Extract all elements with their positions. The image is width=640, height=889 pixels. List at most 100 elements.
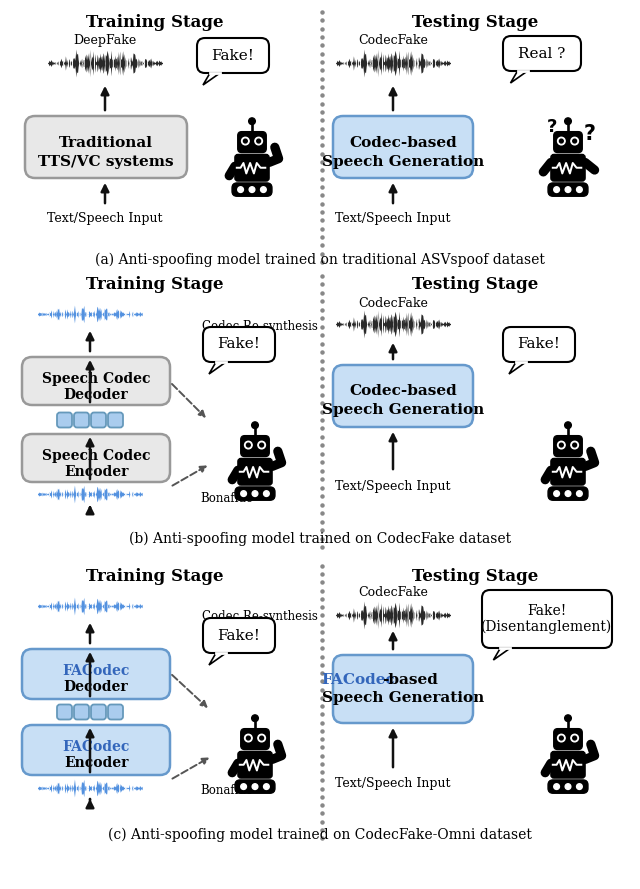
Text: Speech Codec: Speech Codec <box>42 449 150 463</box>
Circle shape <box>255 137 262 145</box>
Circle shape <box>241 784 246 789</box>
FancyBboxPatch shape <box>551 751 585 778</box>
Text: Fake!: Fake! <box>218 338 260 351</box>
FancyBboxPatch shape <box>238 751 272 778</box>
Text: Speech Codec: Speech Codec <box>42 372 150 386</box>
Text: ?: ? <box>583 124 595 143</box>
FancyBboxPatch shape <box>22 725 170 775</box>
FancyBboxPatch shape <box>241 729 269 749</box>
Text: Text/Speech Input: Text/Speech Input <box>335 212 451 225</box>
Circle shape <box>246 736 250 740</box>
Circle shape <box>258 441 266 449</box>
FancyBboxPatch shape <box>235 780 275 793</box>
Circle shape <box>577 784 582 789</box>
FancyBboxPatch shape <box>554 132 582 153</box>
Text: CodecFake: CodecFake <box>358 586 428 599</box>
FancyBboxPatch shape <box>548 487 588 501</box>
FancyBboxPatch shape <box>74 704 89 719</box>
Circle shape <box>260 736 264 740</box>
Circle shape <box>237 187 243 192</box>
FancyBboxPatch shape <box>197 38 269 73</box>
Circle shape <box>557 734 565 741</box>
Circle shape <box>252 784 258 789</box>
Circle shape <box>564 715 572 722</box>
Text: Codec Re-synthesis: Codec Re-synthesis <box>202 320 318 333</box>
FancyBboxPatch shape <box>241 436 269 457</box>
Circle shape <box>241 137 249 145</box>
FancyBboxPatch shape <box>482 590 612 648</box>
Circle shape <box>246 443 250 447</box>
Text: Speech Generation: Speech Generation <box>322 155 484 169</box>
FancyBboxPatch shape <box>25 116 187 178</box>
Polygon shape <box>493 648 511 660</box>
Polygon shape <box>203 73 220 85</box>
FancyBboxPatch shape <box>333 655 473 723</box>
Circle shape <box>260 443 264 447</box>
Circle shape <box>244 441 252 449</box>
Text: Fake!: Fake! <box>218 629 260 643</box>
Polygon shape <box>509 362 526 374</box>
Text: Speech Generation: Speech Generation <box>322 403 484 417</box>
Polygon shape <box>511 71 527 83</box>
Circle shape <box>564 422 572 428</box>
Circle shape <box>573 443 577 447</box>
Circle shape <box>264 491 269 496</box>
Text: Bonafide: Bonafide <box>200 784 253 797</box>
Text: Text/Speech Input: Text/Speech Input <box>47 212 163 225</box>
Text: Fake!: Fake! <box>211 49 255 62</box>
Polygon shape <box>209 362 226 374</box>
Text: CodecFake: CodecFake <box>358 297 428 310</box>
Circle shape <box>557 137 565 145</box>
FancyBboxPatch shape <box>108 412 123 428</box>
FancyBboxPatch shape <box>235 487 275 501</box>
Text: Encoder: Encoder <box>64 465 128 479</box>
Text: TTS/VC systems: TTS/VC systems <box>38 155 174 169</box>
Text: Testing Stage: Testing Stage <box>412 568 538 585</box>
Circle shape <box>571 137 579 145</box>
Text: Codec-based: Codec-based <box>349 384 457 398</box>
Text: Traditional: Traditional <box>59 136 153 150</box>
Text: Bonafide: Bonafide <box>200 492 253 505</box>
Text: Decoder: Decoder <box>64 388 128 402</box>
Circle shape <box>257 140 260 143</box>
FancyBboxPatch shape <box>22 434 170 482</box>
Circle shape <box>559 443 563 447</box>
Circle shape <box>252 422 259 428</box>
Circle shape <box>559 140 563 143</box>
FancyBboxPatch shape <box>22 357 170 405</box>
Circle shape <box>554 784 559 789</box>
Text: Text/Speech Input: Text/Speech Input <box>335 480 451 493</box>
FancyBboxPatch shape <box>237 132 266 153</box>
Circle shape <box>577 491 582 496</box>
Circle shape <box>565 491 571 496</box>
Text: Testing Stage: Testing Stage <box>412 14 538 31</box>
FancyBboxPatch shape <box>203 618 275 653</box>
Text: Fake!
(Disentanglement): Fake! (Disentanglement) <box>481 604 612 635</box>
Circle shape <box>564 118 572 124</box>
Text: Codec-based: Codec-based <box>349 136 457 150</box>
Circle shape <box>258 734 266 741</box>
Circle shape <box>554 187 559 192</box>
Text: Training Stage: Training Stage <box>86 276 224 293</box>
FancyBboxPatch shape <box>74 412 89 428</box>
FancyBboxPatch shape <box>235 155 269 181</box>
FancyBboxPatch shape <box>91 704 106 719</box>
Circle shape <box>565 187 571 192</box>
Text: -based: -based <box>382 673 438 687</box>
FancyBboxPatch shape <box>503 327 575 362</box>
Text: Training Stage: Training Stage <box>86 14 224 31</box>
FancyBboxPatch shape <box>91 412 106 428</box>
Text: (a) Anti-spoofing model trained on traditional ASVspoof dataset: (a) Anti-spoofing model trained on tradi… <box>95 253 545 268</box>
FancyBboxPatch shape <box>22 649 170 699</box>
Circle shape <box>241 491 246 496</box>
Text: (b) Anti-spoofing model trained on CodecFake dataset: (b) Anti-spoofing model trained on Codec… <box>129 532 511 547</box>
Circle shape <box>571 441 579 449</box>
Polygon shape <box>209 653 226 665</box>
FancyBboxPatch shape <box>57 412 72 428</box>
Circle shape <box>573 140 577 143</box>
Circle shape <box>264 784 269 789</box>
Text: Codec Re-synthesis: Codec Re-synthesis <box>202 610 318 623</box>
Circle shape <box>577 187 582 192</box>
Text: Real ?: Real ? <box>518 46 566 60</box>
Circle shape <box>252 715 259 722</box>
